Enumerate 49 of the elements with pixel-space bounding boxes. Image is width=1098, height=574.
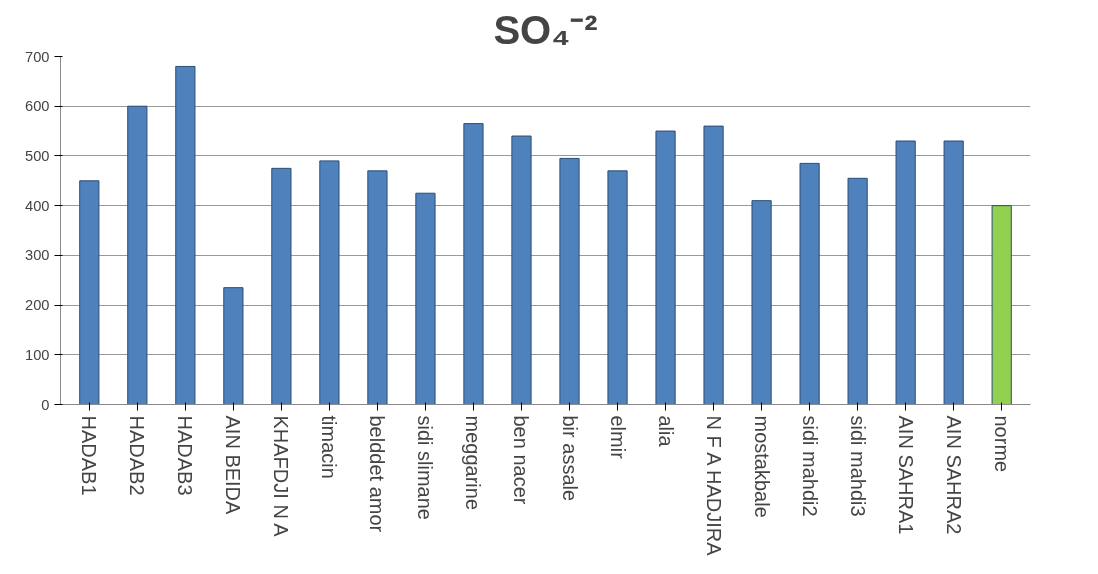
bar (511, 135, 532, 405)
bar (127, 105, 148, 405)
x-tick-label: HADAB1 (78, 415, 101, 496)
bar (607, 170, 628, 405)
bar (943, 140, 964, 405)
bar (463, 123, 484, 405)
x-tick-label: alia (654, 415, 677, 448)
x-tick-label: AIN SAHRA2 (942, 415, 965, 535)
y-tick-label: 0 (41, 396, 50, 413)
x-tick-label: AIN BEIDA (222, 415, 245, 516)
x-tick-label: norme (990, 415, 1013, 473)
x-tick-label: mostakbale (750, 415, 773, 518)
y-tick-label: 300 (25, 247, 50, 264)
x-tick-label: HADAB2 (126, 415, 149, 496)
y-tick-label: 400 (25, 197, 50, 214)
x-tick-label: ben nacer (510, 415, 533, 505)
x-tick-label: timacin (318, 415, 341, 479)
y-tick-label: 700 (25, 48, 50, 65)
x-tick-label: AIN SAHRA1 (894, 415, 917, 535)
y-tick-label: 600 (25, 98, 50, 115)
y-tick-label: 200 (25, 297, 50, 314)
x-tick-label: bir assale (558, 415, 581, 502)
x-tick-label: sidi mahdi3 (846, 415, 869, 517)
bar (319, 160, 340, 405)
x-tick-label: KHAFDJI N A (270, 415, 293, 538)
bar (703, 125, 724, 405)
bar (799, 162, 820, 405)
chart-title: SO₄⁻² (493, 7, 598, 52)
bar (79, 180, 100, 405)
bar (655, 130, 676, 405)
y-tick-label: 500 (25, 147, 50, 164)
bar (847, 177, 868, 405)
x-tick-label: HADAB3 (174, 415, 197, 496)
bar (991, 205, 1012, 405)
x-tick-label: sidi mahdi2 (798, 415, 821, 517)
y-tick-label: 100 (25, 346, 50, 363)
bar (223, 287, 244, 405)
x-tick-label: belddet amor (366, 415, 389, 533)
bar (415, 192, 436, 405)
bar (367, 170, 388, 405)
x-tick-label: sidi slimane (414, 415, 437, 520)
bar (895, 140, 916, 405)
bar (751, 200, 772, 405)
x-tick-label: elmir (606, 415, 629, 460)
bar (271, 167, 292, 405)
bar (175, 65, 196, 405)
x-tick-label: meggarine (462, 415, 485, 511)
x-tick-label: N F A HADJIRA (702, 415, 725, 557)
bar (559, 157, 580, 405)
